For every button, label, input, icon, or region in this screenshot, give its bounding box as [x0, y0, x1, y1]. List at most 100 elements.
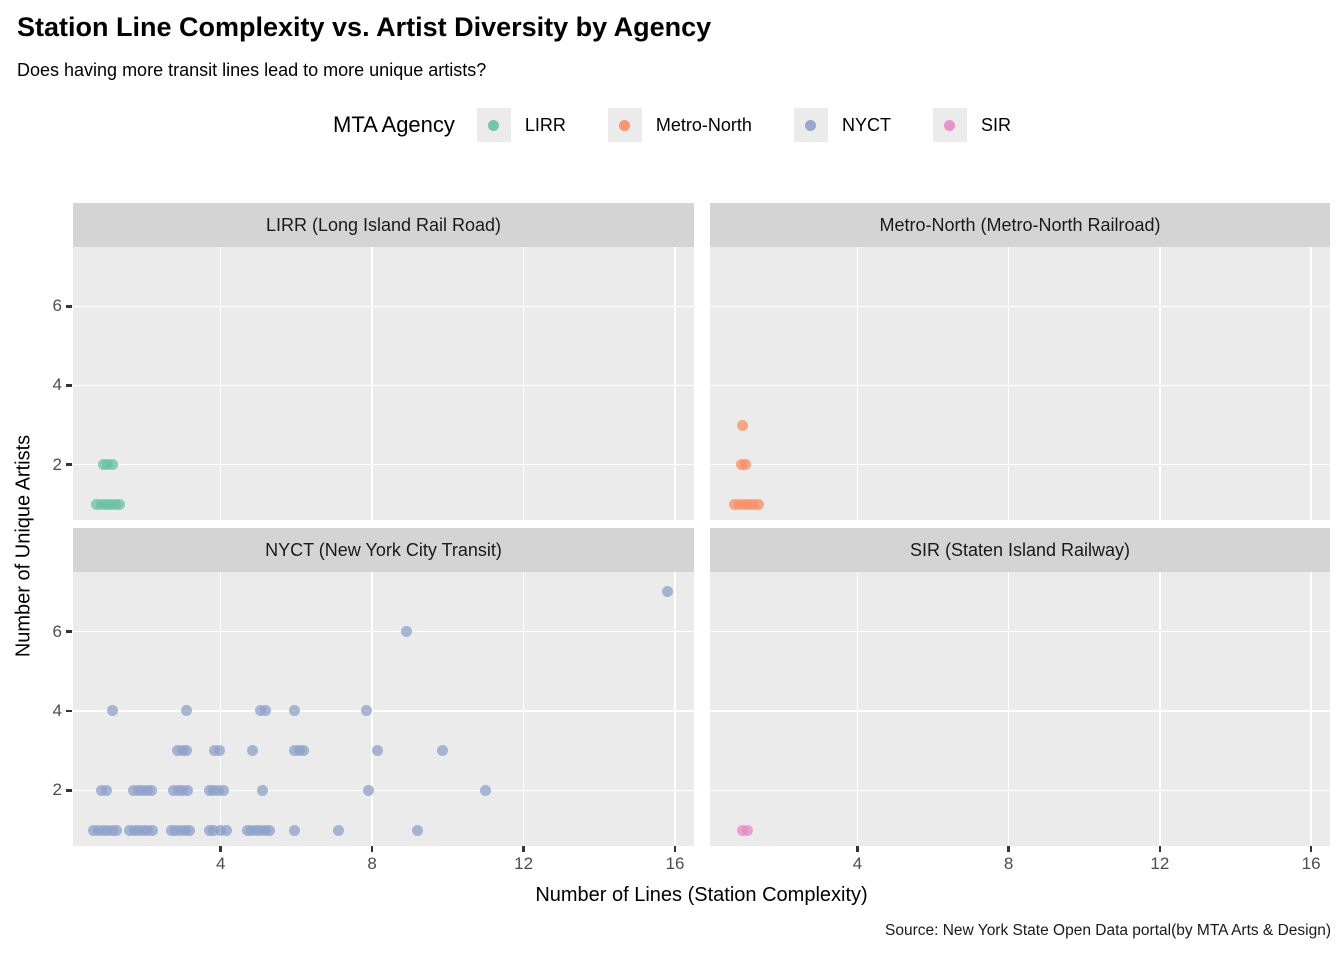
y-axis-title: Number of Unique Artists — [12, 434, 35, 658]
legend-item-sir: SIR — [932, 108, 1011, 142]
gridline-y-6 — [73, 305, 694, 308]
y-tick-mark-4 — [66, 384, 72, 387]
gridline-x-12 — [522, 247, 525, 520]
y-tick-label-2: 2 — [52, 454, 62, 474]
data-point-nyct — [111, 824, 123, 836]
legend: MTA Agency LIRR Metro-North NYCT SIR — [0, 108, 1344, 142]
x-tick-mark-4 — [219, 846, 222, 852]
data-point-nyct — [298, 745, 310, 757]
facet-panel-lirr — [73, 247, 694, 520]
data-point-nyct — [100, 784, 112, 796]
data-point-nyct — [360, 705, 372, 717]
x-tick-mark-12 — [522, 846, 525, 852]
gridline-x-4 — [856, 247, 859, 520]
gridline-x-16 — [674, 572, 676, 846]
x-tick-label-12: 12 — [1150, 854, 1170, 873]
gridline-x-8 — [371, 572, 373, 846]
data-point-nyct — [259, 705, 271, 717]
lirr-point-icon — [488, 119, 500, 131]
legend-item-lirr: LIRR — [476, 108, 566, 142]
gridline-y-6 — [710, 305, 1330, 308]
gridline-y-4 — [73, 710, 694, 712]
x-tick-mark-16 — [673, 846, 677, 852]
facet-strip-label-lirr: LIRR (Long Island Rail Road) — [265, 214, 502, 235]
y-tick-mark-2 — [66, 789, 72, 792]
gridline-y-4 — [710, 384, 1330, 387]
data-point-nyct — [184, 824, 196, 836]
facet-panel-nyct — [73, 572, 694, 846]
x-tick-label-8: 8 — [367, 854, 377, 873]
gridline-y-2 — [73, 463, 694, 466]
data-point-nyct — [412, 824, 424, 836]
data-point-nyct — [372, 745, 384, 757]
x-tick-label-4: 4 — [215, 854, 226, 873]
facet-strip-label-nyct: NYCT (New York City Transit) — [265, 539, 502, 560]
x-tick-mark-8 — [1007, 846, 1010, 852]
x-tick-mark-4 — [856, 846, 859, 852]
data-point-metro-north — [740, 459, 752, 471]
legend-key-box — [932, 108, 967, 142]
x-tick-mark-16 — [1309, 846, 1313, 852]
gridline-y-2 — [710, 789, 1330, 792]
facet-strip-sir: SIR (Staten Island Railway) — [710, 528, 1330, 572]
data-point-nyct — [215, 824, 227, 836]
facet-panel-sir — [710, 572, 1330, 846]
x-tick-label-12: 12 — [514, 854, 534, 873]
data-point-nyct — [661, 586, 673, 598]
gridline-x-4 — [856, 572, 859, 846]
y-tick-mark-6 — [66, 305, 72, 308]
sir-point-icon — [944, 119, 956, 131]
data-point-lirr — [106, 459, 118, 471]
gridline-x-12 — [522, 572, 525, 846]
y-tick-label-2: 2 — [52, 780, 62, 800]
legend-label-nyct: NYCT — [841, 114, 891, 135]
data-point-nyct — [362, 784, 374, 796]
facet-strip-lirr: LIRR (Long Island Rail Road) — [73, 203, 694, 247]
data-point-nyct — [264, 824, 276, 836]
x-tick-label-4: 4 — [852, 854, 863, 873]
facet-strip-nyct: NYCT (New York City Transit) — [73, 528, 694, 572]
gridline-x-16 — [674, 247, 676, 520]
y-tick-label-6: 6 — [52, 621, 62, 641]
y-tick-label-4: 4 — [52, 700, 62, 720]
data-point-nyct — [181, 784, 193, 796]
x-tick-label-8: 8 — [1003, 854, 1014, 873]
gridline-y-6 — [73, 630, 694, 633]
legend-label-lirr: LIRR — [524, 114, 566, 135]
data-point-nyct — [147, 824, 159, 836]
legend-key-box — [476, 108, 511, 142]
data-point-nyct — [480, 784, 492, 796]
data-point-metro-north — [752, 498, 764, 510]
data-point-nyct — [247, 745, 259, 757]
data-point-nyct — [220, 824, 232, 836]
gridline-x-8 — [371, 247, 373, 520]
data-point-nyct — [256, 784, 268, 796]
gridline-y-2 — [73, 789, 694, 792]
gridline-y-6 — [710, 630, 1330, 633]
data-point-nyct — [400, 626, 412, 638]
metro-north-point-icon — [619, 119, 631, 131]
data-point-sir — [741, 824, 753, 836]
facet-strip-label-sir: SIR (Staten Island Railway) — [909, 539, 1131, 560]
x-tick-label-16: 16 — [665, 854, 685, 873]
data-point-nyct — [181, 705, 193, 717]
y-tick-mark-6 — [66, 630, 72, 633]
gridline-x-4 — [219, 572, 222, 846]
y-tick-label-4: 4 — [52, 375, 62, 395]
data-point-nyct — [289, 705, 300, 717]
gridline-x-4 — [219, 247, 222, 520]
legend-label-metro-north: Metro-North — [655, 114, 752, 135]
source-caption: Source: New York State Open Data portal(… — [885, 922, 1331, 939]
legend-label-sir: SIR — [980, 114, 1011, 135]
gridline-x-16 — [1310, 247, 1312, 520]
data-point-nyct — [214, 745, 226, 757]
data-point-metro-north — [736, 419, 748, 431]
chart-subtitle: Does having more transit lines lead to m… — [17, 60, 487, 80]
data-point-nyct — [332, 824, 344, 836]
gridline-x-12 — [1159, 572, 1161, 846]
data-point-nyct — [289, 824, 300, 836]
legend-title: MTA Agency — [333, 112, 455, 137]
nyct-point-icon — [805, 119, 817, 131]
legend-item-nyct: NYCT — [793, 108, 891, 142]
